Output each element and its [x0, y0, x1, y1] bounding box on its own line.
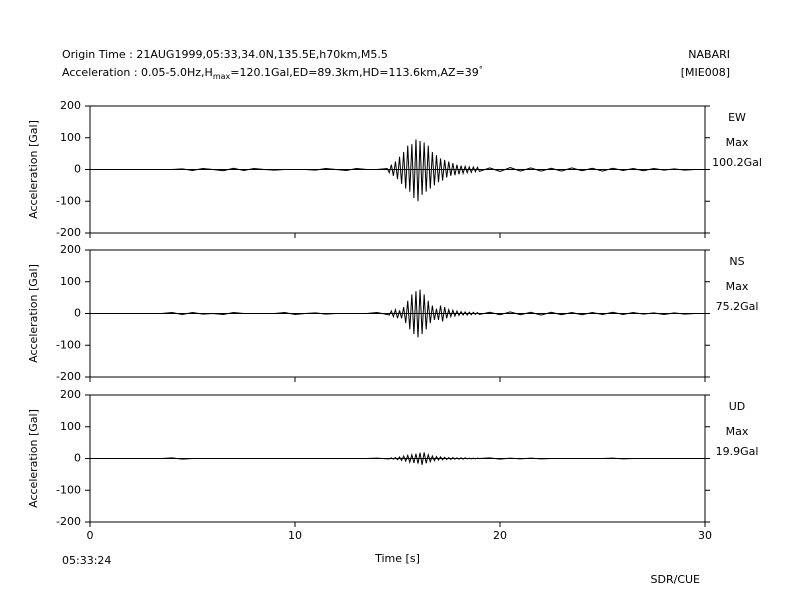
y-tick-label: -200 — [56, 370, 81, 383]
max-label: Max — [726, 280, 749, 293]
origin-text: Origin Time : 21AUG1999,05:33,34.0N,135.… — [62, 48, 388, 61]
y-tick-label: 100 — [60, 420, 81, 433]
start-time: 05:33:24 — [62, 554, 111, 567]
channel-label: UD — [729, 400, 746, 413]
y-axis-label: Acceleration [Gal] — [27, 264, 40, 363]
y-tick-label: -100 — [56, 338, 81, 351]
y-tick-label: 100 — [60, 275, 81, 288]
max-value: 100.2Gal — [712, 156, 762, 169]
x-tick-label: 20 — [493, 529, 507, 542]
acceleration-suffix: =120.1Gal,ED=89.3km,HD=113.6km,AZ=39 — [230, 66, 479, 79]
y-tick-label: -100 — [56, 483, 81, 496]
max-value: 75.2Gal — [716, 300, 759, 313]
y-axis-label: Acceleration [Gal] — [27, 120, 40, 219]
y-tick-label: 200 — [60, 99, 81, 112]
x-tick-label: 0 — [87, 529, 94, 542]
y-tick-label: 200 — [60, 388, 81, 401]
max-label: Max — [726, 136, 749, 149]
station-code: [MIE008] — [681, 66, 730, 79]
y-axis-label: Acceleration [Gal] — [27, 409, 40, 508]
max-label: Max — [726, 425, 749, 438]
x-tick-label: 30 — [698, 529, 712, 542]
waveform — [90, 289, 705, 338]
y-tick-label: 0 — [74, 307, 81, 320]
max-value: 19.9Gal — [716, 445, 759, 458]
y-tick-label: 0 — [74, 452, 81, 465]
channel-label: NS — [729, 255, 744, 268]
acceleration-prefix: Acceleration : 0.05-5.0Hz,H — [62, 66, 213, 79]
y-tick-label: 100 — [60, 131, 81, 144]
credit: SDR/CUE — [651, 573, 701, 586]
y-tick-label: -200 — [56, 515, 81, 528]
waveform — [90, 452, 705, 465]
waveform — [90, 139, 705, 202]
station-name: NABARI — [688, 48, 730, 61]
acceleration-text: Acceleration : 0.05-5.0Hz,Hmax=120.1Gal,… — [62, 65, 483, 81]
x-axis-label: Time [s] — [374, 552, 420, 565]
x-tick-label: 10 — [288, 529, 302, 542]
y-tick-label: 200 — [60, 243, 81, 256]
y-tick-label: -100 — [56, 194, 81, 207]
y-tick-label: -200 — [56, 226, 81, 239]
acceleration-subscript: max — [213, 72, 231, 81]
channel-label: EW — [728, 111, 746, 124]
y-tick-label: 0 — [74, 163, 81, 176]
acceleration-degree: ° — [479, 65, 483, 74]
